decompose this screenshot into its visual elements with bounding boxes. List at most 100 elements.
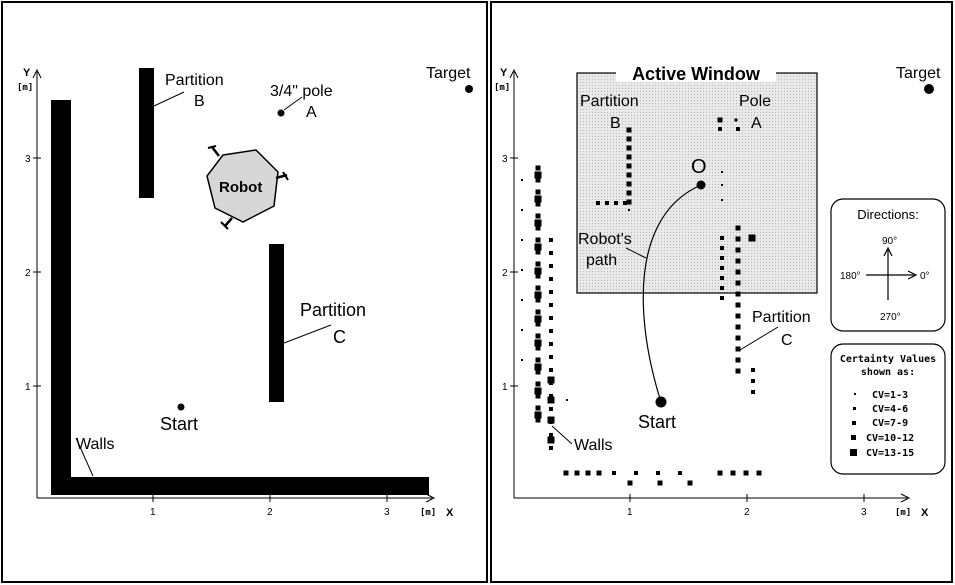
certainty-cell <box>720 286 724 290</box>
certainty-cell <box>626 163 632 169</box>
certainty-cell <box>535 321 541 327</box>
certainty-cell <box>549 290 553 294</box>
left-start-marker <box>177 403 185 411</box>
right-start-marker <box>655 396 667 408</box>
right-pole-label: Pole <box>739 93 771 110</box>
certainty-cell <box>596 201 600 205</box>
left-target-marker <box>465 85 473 93</box>
active-window-title: Active Window <box>632 64 761 84</box>
right-panel: Active Window Y [m] [m] X 1 2 3 3 2 1 Pa… <box>490 1 953 583</box>
cv-entry-5: CV=13-15 <box>866 448 914 459</box>
certainty-cell <box>730 470 736 476</box>
certainty-cell <box>534 219 542 227</box>
certainty-cell <box>566 399 568 401</box>
certainty-cell <box>535 417 541 423</box>
left-pole-label: 3/4" pole <box>270 83 333 100</box>
certainty-cell <box>535 237 541 243</box>
certainty-cell <box>721 171 723 173</box>
certainty-cell <box>535 249 541 255</box>
cv-swatch-4 <box>851 435 856 440</box>
certainty-cell <box>735 258 741 264</box>
certainty-cell <box>549 407 553 411</box>
certainty-cell <box>535 201 541 207</box>
right-partition-c-letter: C <box>781 332 793 349</box>
direction-down-label: 270° <box>880 312 901 323</box>
cv-swatch-5 <box>850 449 857 456</box>
right-y-axis-label: Y <box>500 67 508 79</box>
certainty-cell <box>626 190 632 196</box>
cv-entry-1: CV=1-3 <box>872 390 908 401</box>
certainty-cell <box>535 369 541 375</box>
certainty-cell <box>549 342 553 346</box>
certainty-cell <box>612 471 616 475</box>
left-wall-vertical <box>51 100 71 495</box>
certainty-cell <box>735 236 741 242</box>
certainty-cell <box>735 291 741 297</box>
cv-swatch-2 <box>853 407 856 410</box>
certainty-cell <box>549 238 553 242</box>
certainty-cell <box>626 181 632 187</box>
right-y-tick-label: 2 <box>502 268 508 279</box>
certainty-cell <box>549 264 553 268</box>
cv-entry-2: CV=4-6 <box>872 404 908 415</box>
right-y-tick-label: 3 <box>502 154 508 165</box>
certainty-cell <box>585 470 591 476</box>
certainty-cell <box>735 302 741 308</box>
certainty-cell <box>720 246 724 250</box>
directions-title: Directions: <box>857 207 918 222</box>
certainty-cell <box>628 209 630 211</box>
right-y-tick-label: 1 <box>502 382 508 393</box>
certainty-cell <box>549 316 553 320</box>
certainty-cell <box>549 329 553 333</box>
robots-path-leader-line <box>625 247 647 259</box>
left-panel: Y [m] [m] X 1 2 3 3 2 1 Walls Partition … <box>1 1 488 583</box>
left-y-tick-label: 3 <box>25 154 31 165</box>
certainty-cell <box>535 309 541 315</box>
certainty-cell <box>626 154 632 160</box>
right-target-label: Target <box>896 65 941 82</box>
certainty-cell <box>534 171 542 179</box>
certainty-cell <box>627 480 633 486</box>
certainty-cell <box>534 291 542 299</box>
certainty-cell <box>751 379 755 383</box>
left-wall-horizontal <box>51 477 429 495</box>
cv-swatch-3 <box>852 421 856 425</box>
certainty-cell <box>736 127 740 131</box>
direction-right-label: 0° <box>920 271 930 282</box>
certainty-legend: Certainty Values shown as: CV=1-3 CV=4-6… <box>830 343 946 475</box>
robot-position-marker-label: O <box>691 156 707 178</box>
robots-path-label-line2: path <box>586 252 617 269</box>
right-partition-b-letter: B <box>610 115 621 132</box>
certainty-cell <box>521 179 523 181</box>
certainty-cell <box>549 433 553 437</box>
robot-label: Robot <box>219 179 262 196</box>
certainty-cell <box>720 266 724 270</box>
right-target-marker <box>924 84 934 94</box>
certainty-cell <box>743 470 749 476</box>
left-y-tick-label: 1 <box>25 382 31 393</box>
left-partition-b-letter: B <box>194 93 205 110</box>
certainty-cell <box>687 480 693 486</box>
certainty-grid <box>521 117 762 486</box>
certainty-cell <box>549 355 553 359</box>
certainty-cell <box>549 303 553 307</box>
right-x-tick-label: 1 <box>627 507 633 518</box>
left-partition-b <box>139 68 154 198</box>
certainty-cell <box>549 277 553 281</box>
certainty-cell <box>521 359 523 361</box>
certainty-cell <box>535 393 541 399</box>
certainty-cell <box>717 470 723 476</box>
certainty-cell <box>735 346 741 352</box>
certainty-cell <box>549 368 553 372</box>
certainty-cell <box>735 357 741 363</box>
certainty-cell <box>718 127 722 131</box>
certainty-cell <box>656 471 660 475</box>
certainty-cell <box>521 209 523 211</box>
certainty-cell <box>720 276 724 280</box>
right-x-tick-label: 3 <box>861 507 867 518</box>
compass-arrows-icon <box>866 246 918 300</box>
certainty-subtitle: shown as: <box>861 367 915 378</box>
certainty-cell <box>735 368 741 374</box>
left-partition-b-label: Partition <box>165 72 224 89</box>
left-y-axis-label: Y <box>23 67 31 79</box>
